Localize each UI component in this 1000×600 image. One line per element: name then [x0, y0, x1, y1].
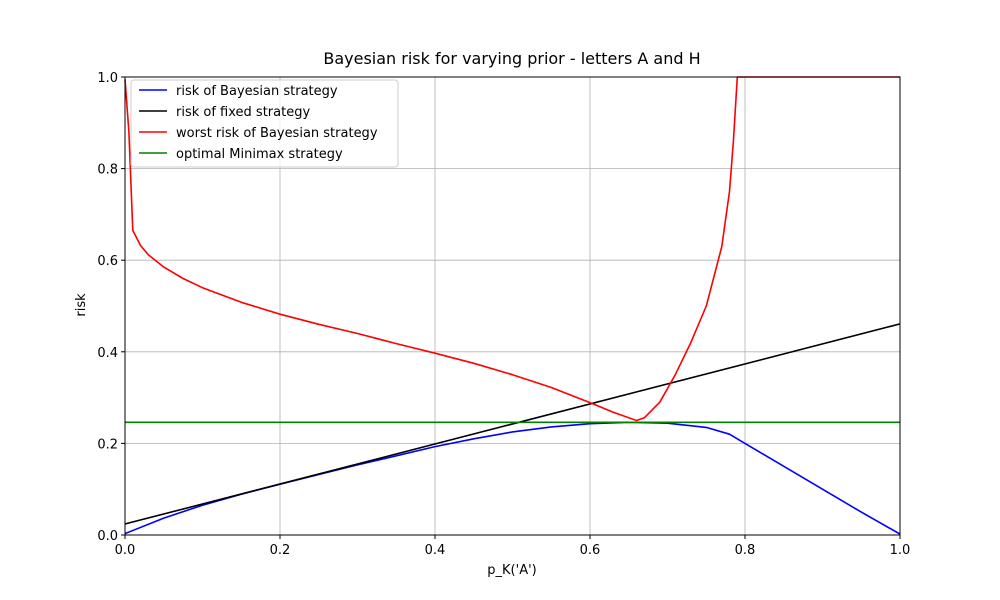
y-tick-label: 0.6	[97, 254, 118, 269]
chart-title: Bayesian risk for varying prior - letter…	[323, 49, 700, 68]
legend: risk of Bayesian strategy risk of fixed s…	[130, 79, 399, 168]
x-tick-label: 0.8	[735, 543, 756, 558]
legend-label: risk of Bayesian strategy	[176, 84, 338, 99]
legend-box	[130, 79, 399, 168]
x-tick-label: 0.0	[115, 543, 136, 558]
legend-label: optimal Minimax strategy	[176, 147, 343, 162]
y-tick-label: 0.4	[97, 346, 118, 361]
y-tick-label: 1.0	[97, 71, 118, 86]
y-tick-label: 0.2	[97, 437, 118, 452]
x-tick-label: 0.2	[270, 543, 291, 558]
series-line-risk-of-fixed-strategy	[124, 323, 901, 525]
x-tick-label: 0.6	[580, 543, 601, 558]
y-tick-label: 0.8	[97, 163, 118, 178]
y-tick-label: 0.0	[97, 529, 118, 544]
legend-label: risk of fixed strategy	[176, 105, 310, 120]
series-line-worst-risk-of-bayesian-strategy	[124, 76, 900, 422]
x-axis-label: p_K('A')	[487, 563, 536, 578]
y-axis-label: risk	[74, 293, 89, 317]
plot-area-frame	[124, 76, 901, 536]
x-tick-label: 1.0	[890, 543, 911, 558]
legend-label: worst risk of Bayesian strategy	[176, 126, 378, 141]
axis-ticks: 0.0 0.2 0.4 0.6 0.8 1.0 0.0 0.2 0.4 0.6 0.8 1.0	[97, 71, 910, 558]
x-tick-label: 0.4	[425, 543, 446, 558]
series-lines	[124, 76, 901, 535]
